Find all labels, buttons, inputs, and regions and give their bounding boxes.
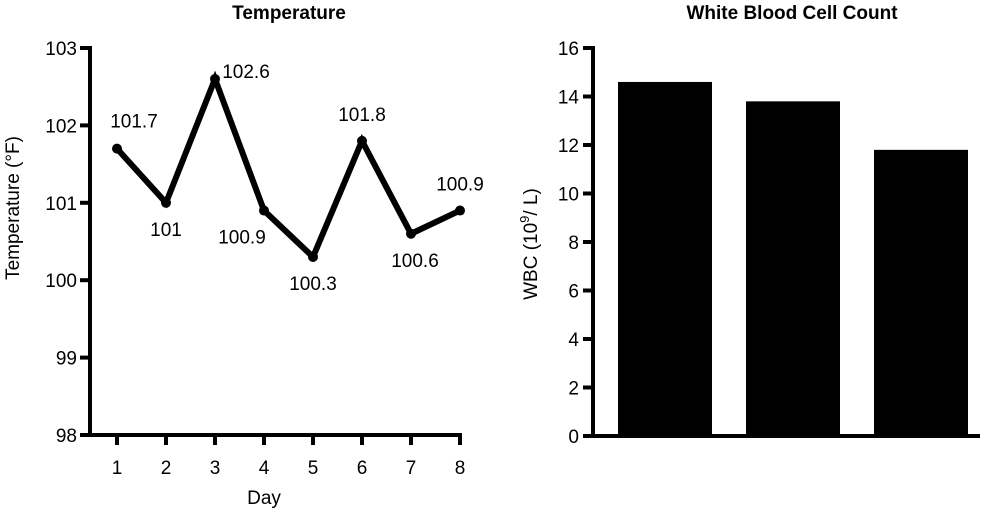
temperature-y-axis-label: Temperature (°F)	[3, 136, 24, 280]
wbc-y-tick-label: 10	[558, 185, 579, 206]
temperature-chart: Temperature 98 99 100 101 102 103 1 2 3 4 5 6 7 8 Day…	[3, 3, 484, 509]
temperature-y-tick-label: 100	[45, 271, 77, 292]
wbc-y-tick-label: 14	[558, 88, 580, 109]
wbc-y-tick-label: 8	[568, 233, 579, 254]
wbc-bar	[746, 101, 840, 436]
temperature-data-label: 101.8	[338, 105, 386, 126]
temperature-x-tick-label: 5	[308, 458, 319, 479]
temperature-x-tick-label: 1	[112, 458, 123, 479]
temperature-data-label: 100.6	[391, 251, 439, 272]
temperature-data-label: 101	[150, 220, 182, 241]
wbc-y-tick-label: 6	[568, 282, 579, 303]
temperature-y-tick-label: 99	[56, 349, 77, 370]
temperature-series-line	[114, 70, 462, 263]
temperature-point	[406, 228, 416, 239]
temperature-points: 101.7 101 102.6 100.9 100.3 101.8 100.6 100.9	[110, 62, 484, 295]
temperature-x-tick-label: 8	[455, 458, 466, 479]
wbc-bar	[874, 149, 968, 436]
temperature-x-tick-label: 2	[161, 458, 172, 479]
temperature-data-label: 100.3	[289, 274, 337, 295]
temperature-data-label: 100.9	[218, 228, 266, 249]
temperature-chart-title: Temperature	[232, 3, 346, 24]
temperature-x-tick-label: 4	[259, 458, 270, 479]
wbc-y-axis-label: WBC (109/ L)	[517, 188, 542, 300]
temperature-y-tick-label: 98	[56, 426, 77, 447]
wbc-y-tick-label: 4	[568, 330, 579, 351]
temperature-point	[161, 197, 171, 208]
wbc-bars	[618, 81, 968, 436]
wbc-chart-title: White Blood Cell Count	[686, 3, 898, 24]
temperature-data-label: 101.7	[110, 112, 158, 133]
temperature-x-tick-label: 6	[357, 458, 368, 479]
wbc-axis-ticks: 0 2 4 6 8 10 12 14 16	[558, 39, 593, 448]
temperature-point	[308, 251, 318, 262]
wbc-y-tick-label: 16	[558, 39, 579, 60]
temperature-point	[455, 205, 465, 216]
wbc-y-tick-label: 0	[568, 427, 579, 448]
temperature-y-tick-label: 103	[45, 39, 77, 60]
temperature-data-label: 100.9	[436, 175, 484, 196]
temperature-data-label: 102.6	[222, 62, 270, 83]
wbc-bar	[618, 81, 712, 436]
wbc-y-tick-label: 2	[568, 379, 579, 400]
temperature-x-tick-label: 7	[406, 458, 417, 479]
temperature-y-tick-label: 101	[45, 194, 77, 215]
temperature-y-tick-label: 102	[45, 116, 77, 137]
temperature-x-tick-label: 3	[210, 458, 221, 479]
temperature-x-axis-label: Day	[247, 488, 281, 509]
temperature-axis-ticks: 98 99 100 101 102 103 1 2 3 4 5 6 7 8	[45, 39, 465, 479]
wbc-y-tick-label: 12	[558, 136, 579, 157]
temperature-point	[112, 143, 122, 154]
temperature-point	[210, 73, 220, 84]
wbc-chart: White Blood Cell Count 0 2 4 6 8 10 12 14 16 WBC…	[517, 3, 980, 448]
temperature-point	[259, 205, 269, 216]
temperature-point	[357, 135, 367, 146]
